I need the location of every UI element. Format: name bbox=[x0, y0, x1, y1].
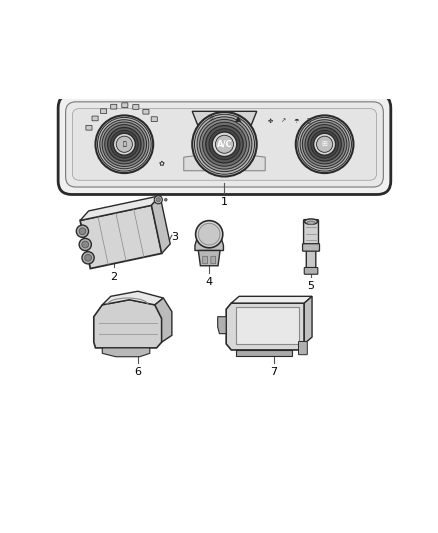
Polygon shape bbox=[237, 350, 293, 356]
Text: ✤: ✤ bbox=[268, 118, 273, 124]
Text: 🚗: 🚗 bbox=[123, 141, 126, 147]
Polygon shape bbox=[218, 317, 226, 334]
Circle shape bbox=[108, 127, 141, 161]
Text: ☼: ☼ bbox=[207, 114, 215, 123]
Circle shape bbox=[154, 196, 162, 204]
FancyBboxPatch shape bbox=[304, 268, 318, 274]
Polygon shape bbox=[231, 296, 312, 303]
Text: 7: 7 bbox=[270, 367, 277, 377]
FancyBboxPatch shape bbox=[133, 104, 139, 109]
Polygon shape bbox=[226, 303, 304, 350]
Circle shape bbox=[215, 135, 233, 154]
Circle shape bbox=[314, 133, 336, 155]
FancyBboxPatch shape bbox=[100, 109, 106, 114]
Ellipse shape bbox=[304, 219, 318, 224]
Circle shape bbox=[79, 238, 92, 251]
Polygon shape bbox=[155, 298, 172, 342]
Circle shape bbox=[308, 127, 341, 161]
Polygon shape bbox=[198, 251, 220, 266]
Circle shape bbox=[209, 129, 240, 160]
Text: ▲: ▲ bbox=[235, 114, 241, 123]
Text: 5: 5 bbox=[307, 281, 314, 291]
Text: ⊞: ⊞ bbox=[321, 141, 328, 147]
Circle shape bbox=[197, 117, 252, 172]
Circle shape bbox=[298, 117, 351, 171]
Text: 1: 1 bbox=[221, 197, 228, 207]
FancyBboxPatch shape bbox=[66, 102, 383, 187]
Ellipse shape bbox=[307, 221, 315, 224]
Circle shape bbox=[98, 117, 151, 171]
FancyBboxPatch shape bbox=[304, 220, 318, 248]
Text: 6: 6 bbox=[134, 367, 141, 377]
Polygon shape bbox=[195, 239, 223, 251]
Circle shape bbox=[194, 114, 254, 174]
Circle shape bbox=[76, 225, 88, 237]
Text: 4: 4 bbox=[205, 277, 213, 287]
Polygon shape bbox=[192, 111, 257, 128]
Text: ⏷: ⏷ bbox=[307, 118, 311, 124]
Circle shape bbox=[105, 125, 144, 164]
FancyBboxPatch shape bbox=[111, 104, 117, 109]
Circle shape bbox=[110, 131, 138, 158]
Circle shape bbox=[311, 131, 339, 158]
FancyBboxPatch shape bbox=[203, 256, 208, 264]
Polygon shape bbox=[80, 205, 162, 269]
Circle shape bbox=[95, 115, 153, 173]
FancyBboxPatch shape bbox=[306, 248, 316, 271]
Polygon shape bbox=[102, 291, 163, 305]
Text: ☂: ☂ bbox=[293, 118, 299, 124]
FancyBboxPatch shape bbox=[92, 116, 98, 121]
Text: ↗: ↗ bbox=[281, 118, 286, 124]
Circle shape bbox=[212, 132, 237, 157]
FancyBboxPatch shape bbox=[72, 109, 377, 180]
Circle shape bbox=[164, 198, 167, 201]
Circle shape bbox=[79, 228, 86, 235]
Polygon shape bbox=[237, 307, 299, 344]
FancyBboxPatch shape bbox=[86, 125, 92, 130]
Circle shape bbox=[198, 223, 220, 245]
Text: 3: 3 bbox=[171, 232, 178, 242]
Circle shape bbox=[206, 126, 243, 163]
FancyBboxPatch shape bbox=[303, 244, 320, 251]
Polygon shape bbox=[102, 348, 150, 357]
Circle shape bbox=[296, 115, 353, 173]
Circle shape bbox=[85, 254, 92, 261]
Circle shape bbox=[116, 136, 132, 152]
Circle shape bbox=[302, 122, 347, 166]
FancyBboxPatch shape bbox=[122, 103, 128, 108]
Circle shape bbox=[196, 221, 223, 248]
Circle shape bbox=[113, 133, 135, 155]
Polygon shape bbox=[184, 152, 265, 171]
FancyBboxPatch shape bbox=[143, 109, 149, 114]
Circle shape bbox=[300, 120, 349, 169]
FancyBboxPatch shape bbox=[58, 94, 391, 195]
Polygon shape bbox=[94, 300, 162, 348]
Text: ✿: ✿ bbox=[159, 160, 165, 166]
Circle shape bbox=[202, 122, 247, 166]
Circle shape bbox=[305, 125, 344, 164]
Text: A/C: A/C bbox=[217, 140, 232, 149]
Circle shape bbox=[100, 120, 149, 169]
Text: 2: 2 bbox=[110, 272, 118, 282]
Circle shape bbox=[192, 112, 257, 176]
Polygon shape bbox=[152, 196, 170, 253]
FancyBboxPatch shape bbox=[298, 342, 307, 354]
Circle shape bbox=[200, 119, 249, 169]
Polygon shape bbox=[80, 196, 160, 221]
FancyBboxPatch shape bbox=[151, 117, 157, 122]
FancyBboxPatch shape bbox=[211, 256, 215, 264]
Circle shape bbox=[156, 198, 160, 202]
Circle shape bbox=[102, 122, 147, 166]
Polygon shape bbox=[304, 296, 312, 344]
Circle shape bbox=[82, 241, 88, 248]
Circle shape bbox=[317, 136, 333, 152]
Circle shape bbox=[82, 252, 94, 264]
